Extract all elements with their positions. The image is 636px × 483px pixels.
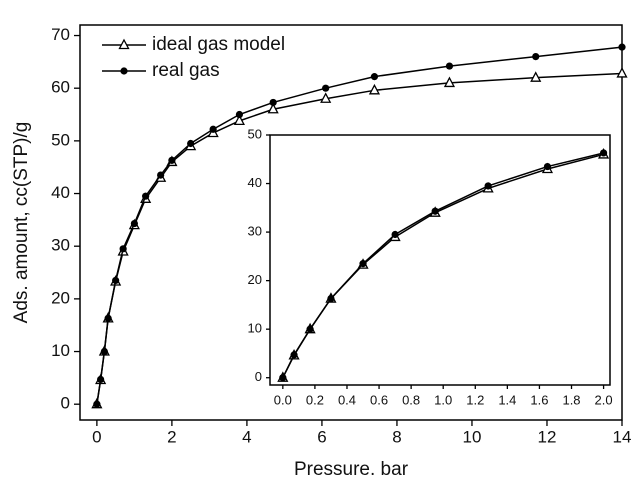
marker xyxy=(543,162,552,171)
marker xyxy=(104,314,112,322)
y-axis-label: Ads. amount, cc(STP)/g xyxy=(11,122,32,324)
x-tick-label: 2.0 xyxy=(595,392,613,407)
x-tick-label: 14 xyxy=(613,427,632,446)
marker xyxy=(616,67,628,78)
marker xyxy=(391,230,399,239)
x-tick-label: 1.8 xyxy=(562,392,580,407)
y-tick-label: 30 xyxy=(248,224,262,239)
x-tick-label: 0 xyxy=(92,427,101,446)
x-tick-label: 1.2 xyxy=(466,392,484,407)
x-tick-label: 10 xyxy=(463,427,482,446)
marker xyxy=(327,294,335,303)
marker xyxy=(142,192,150,200)
marker xyxy=(322,84,330,92)
x-axis-label: Pressure. bar xyxy=(294,459,409,480)
marker xyxy=(233,114,245,126)
marker xyxy=(443,76,456,88)
y-tick-label: 40 xyxy=(51,183,70,202)
y-tick-label: 50 xyxy=(51,130,70,149)
marker xyxy=(279,374,287,382)
marker xyxy=(445,62,454,70)
marker xyxy=(532,53,540,61)
marker xyxy=(368,83,381,95)
y-tick-label: 20 xyxy=(51,288,70,307)
legend-marker xyxy=(120,67,128,75)
series-line xyxy=(282,152,604,379)
marker xyxy=(209,125,217,133)
marker xyxy=(235,110,244,119)
marker xyxy=(359,260,367,268)
y-tick-label: 20 xyxy=(248,272,262,287)
marker xyxy=(599,149,608,157)
y-tick-label: 50 xyxy=(248,126,262,141)
marker xyxy=(267,102,279,114)
x-tick-label: 0.6 xyxy=(370,392,388,407)
y-tick-label: 30 xyxy=(51,236,70,255)
x-tick-label: 8 xyxy=(392,427,401,446)
marker xyxy=(269,98,277,107)
marker xyxy=(187,139,195,148)
legend-label: real gas xyxy=(152,60,220,81)
x-tick-label: 6 xyxy=(317,427,326,446)
y-tick-label: 0 xyxy=(255,369,262,384)
marker xyxy=(618,43,626,51)
marker xyxy=(484,182,492,190)
y-tick-label: 0 xyxy=(61,394,70,413)
marker xyxy=(370,73,379,81)
marker xyxy=(93,400,101,408)
marker xyxy=(530,71,542,82)
marker xyxy=(130,219,138,228)
x-tick-label: 1.0 xyxy=(434,392,452,407)
y-tick-label: 70 xyxy=(51,25,70,44)
marker xyxy=(168,156,176,164)
marker xyxy=(320,92,332,103)
x-tick-label: 0.4 xyxy=(338,392,356,407)
y-tick-label: 10 xyxy=(248,321,262,336)
x-tick-label: 2 xyxy=(167,427,176,446)
marker xyxy=(119,245,127,253)
marker xyxy=(431,207,439,215)
marker xyxy=(306,325,314,333)
marker xyxy=(290,351,298,359)
x-tick-label: 0.0 xyxy=(274,392,292,407)
marker xyxy=(157,171,165,179)
x-tick-label: 0.8 xyxy=(402,392,420,407)
marker xyxy=(97,375,105,384)
y-tick-label: 10 xyxy=(51,341,70,360)
x-tick-label: 4 xyxy=(242,427,251,446)
y-tick-label: 60 xyxy=(51,78,70,97)
marker xyxy=(100,347,108,356)
legend-marker xyxy=(118,38,130,50)
x-tick-label: 1.4 xyxy=(498,392,516,407)
marker xyxy=(112,276,120,285)
x-tick-label: 12 xyxy=(538,427,557,446)
legend-label: ideal gas model xyxy=(152,34,285,55)
plot-area xyxy=(269,134,611,386)
y-tick-label: 40 xyxy=(248,175,262,190)
x-tick-label: 1.6 xyxy=(530,392,548,407)
x-tick-label: 0.2 xyxy=(306,392,324,407)
